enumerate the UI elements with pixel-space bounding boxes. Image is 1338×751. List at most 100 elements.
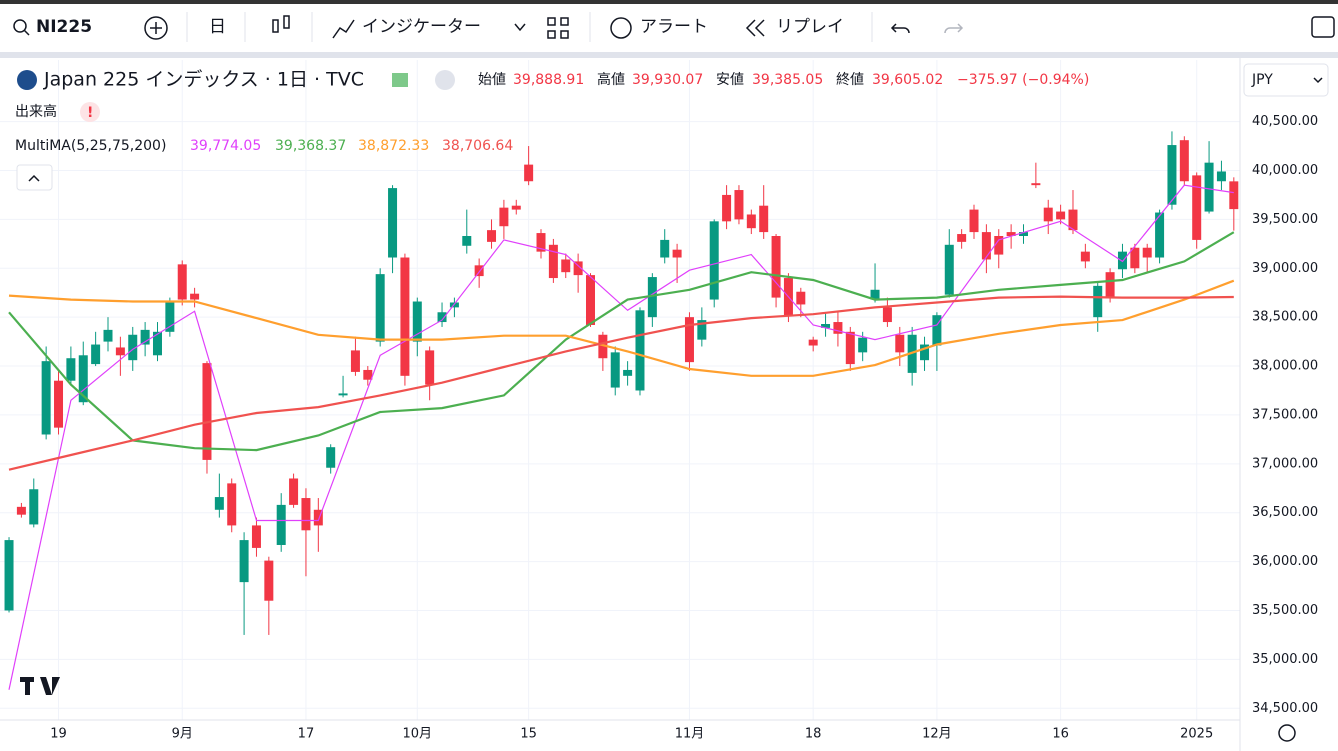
candle-body [78,355,88,403]
candle-body [994,236,1004,255]
ma-value: 38,706.64 [442,138,513,154]
top-edge [0,0,1338,4]
candle-body [1216,171,1226,182]
candle-body [920,344,930,361]
plot [4,131,1239,690]
symbol[interactable]: NI225 [36,17,92,37]
candle-body [746,214,756,229]
candle-body [128,334,138,361]
candle-body [1043,207,1053,222]
candle-body [660,239,670,258]
candle-body [672,249,682,258]
indicators-button[interactable]: インジケーター [332,17,526,39]
candle-body [140,329,150,345]
y-tick-label: 39,000.00 [1252,261,1318,276]
candle-body [1192,175,1202,240]
candle-body [1130,247,1140,269]
alert[interactable]: アラート [640,17,708,37]
candle-body [1056,211,1066,220]
undo[interactable] [890,23,910,34]
candle-body [115,347,125,356]
chart-panel [0,58,1338,751]
candle-body [1155,212,1165,258]
candle-body [474,265,484,277]
y-tick-label: 38,000.00 [1252,359,1318,374]
y-tick-label: 37,500.00 [1252,407,1318,422]
candle-body [808,339,818,346]
x-tick-label: 11月 [675,727,705,742]
high-value: 39,930.07 [632,72,703,88]
candle-body [969,209,979,233]
y-tick-label: 36,000.00 [1252,554,1318,569]
candle-body [1105,272,1115,298]
layouts[interactable] [547,17,569,39]
moving-average [8,279,1235,377]
candle-body [647,277,657,318]
candle-body [573,261,583,276]
low-value: 39,385.05 [752,72,823,88]
x-tick-label: 2025 [1180,727,1213,742]
candle-body [1142,247,1152,258]
y-tick-label: 40,500.00 [1252,114,1318,129]
y-tick-label: 37,000.00 [1252,456,1318,471]
candle-body [251,525,261,548]
y-tick-label: 39,500.00 [1252,212,1318,227]
x-tick-label: 16 [1052,727,1069,742]
volume-warning[interactable] [80,102,100,122]
replay-button[interactable]: リプレイ [745,17,844,37]
y-tick-label: 35,500.00 [1252,603,1318,618]
status [435,70,455,90]
candle-body [326,447,336,468]
candle-body [16,506,26,515]
candle-body [239,540,249,583]
chart-type[interactable] [272,15,290,33]
redo[interactable] [944,23,964,34]
y-tick-label: 40,000.00 [1252,163,1318,178]
candle-body [301,498,311,531]
candle-body [388,188,398,258]
ma-value: 39,368.37 [275,138,346,154]
fullscreen[interactable] [1311,16,1335,38]
indicators[interactable]: インジケーター [362,17,481,37]
collapse-caret [28,174,40,182]
close-value: 39,605.02 [872,72,943,88]
currency-button[interactable] [1243,63,1329,97]
currency[interactable]: JPY [1251,72,1273,88]
y-tick-label: 38,500.00 [1252,310,1318,325]
candle-body [1179,140,1189,182]
x-tick-label: 15 [520,727,537,742]
candle-body [684,317,694,363]
candle-body [524,164,534,182]
candle-body [400,257,410,376]
candle-body [944,244,954,295]
replay[interactable]: リプレイ [776,17,844,37]
tv-logo [20,677,60,695]
candle-body [1167,145,1177,205]
candle-body [858,337,868,353]
candle-body [598,334,608,359]
candle-body [759,205,769,233]
volume-label: 出来高 [15,103,57,120]
candle-body [1018,232,1028,236]
candle-body [882,307,892,323]
alert-button[interactable]: アラート [610,17,708,39]
candle-body [1229,181,1239,210]
settings[interactable] [1278,724,1296,742]
candle-body [214,497,224,510]
market-flag [392,73,408,87]
warning-mark: ! [87,105,93,121]
candle-body [425,350,435,385]
candle-body [1117,251,1127,270]
change: −375.97 (−0.94%) [957,72,1089,88]
candle-body [190,293,200,300]
x-tick-label: 12月 [922,727,952,742]
symbol-button[interactable]: NI225 [13,17,92,37]
candle-body [771,236,781,298]
candle-body [152,331,162,356]
add-symbol[interactable] [144,16,168,40]
interval[interactable]: 日 [209,17,226,37]
y-tick-label: 36,500.00 [1252,505,1318,520]
candle-body [536,233,546,252]
y-tick-label: 35,000.00 [1252,652,1318,667]
candle-body [437,312,447,323]
